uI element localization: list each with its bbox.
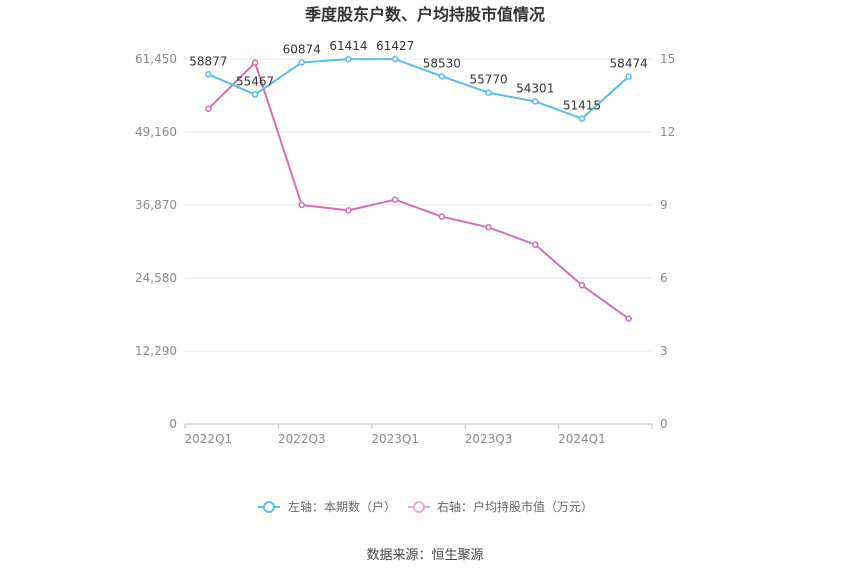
data-point[interactable] <box>485 89 492 96</box>
data-point[interactable] <box>345 55 352 63</box>
data-point[interactable] <box>251 59 259 66</box>
gridlines <box>185 58 652 425</box>
data-label: 58530 <box>423 56 461 70</box>
data-label: 61414 <box>329 39 367 53</box>
data-point[interactable] <box>205 71 212 78</box>
left-axis-tick-label: 36,870 <box>135 198 177 212</box>
right-axis-ticks: 0 3 6 9 12 15 <box>660 52 675 431</box>
right-axis-tick-label: 15 <box>660 52 675 66</box>
data-point[interactable] <box>391 196 399 203</box>
left-axis-tick-label: 12,290 <box>135 344 177 358</box>
data-point[interactable] <box>625 315 632 322</box>
left-axis-tick-label: 0 <box>169 417 177 431</box>
series-left: 58877 55467 60874 61414 61427 58530 55770 54301… <box>189 39 648 122</box>
left-axis-tick-label: 61,450 <box>135 52 177 66</box>
data-point[interactable] <box>625 73 632 80</box>
data-label: 61427 <box>376 39 414 53</box>
data-point[interactable] <box>438 73 446 80</box>
chart-title: 季度股东户数、户均持股市值情况 <box>304 5 545 24</box>
data-label: 54301 <box>516 81 554 95</box>
series-line <box>207 61 630 320</box>
right-axis-tick-label: 0 <box>660 417 668 431</box>
data-point[interactable] <box>532 241 539 248</box>
data-point[interactable] <box>578 115 586 122</box>
data-label: 60874 <box>283 42 321 56</box>
x-axis-ticks: 2022Q1 2022Q3 2023Q1 2023Q3 2024Q1 <box>184 424 653 446</box>
data-point[interactable] <box>251 91 259 98</box>
x-axis-tick-label: 2024Q1 <box>558 432 606 446</box>
data-label: 58877 <box>189 54 227 68</box>
data-point[interactable] <box>298 59 305 66</box>
data-label: 55770 <box>469 73 507 87</box>
right-axis-tick-label: 6 <box>660 271 668 285</box>
data-point[interactable] <box>345 207 352 214</box>
legend: 左轴：本期数（户） 右轴：户均持股市值（万元） <box>258 499 593 514</box>
x-axis-tick-label: 2023Q3 <box>465 432 513 446</box>
data-point[interactable] <box>205 105 212 113</box>
x-axis-tick-label: 2022Q1 <box>185 432 233 446</box>
data-point[interactable] <box>298 201 305 209</box>
data-point[interactable] <box>578 282 586 289</box>
left-axis-tick-label: 24,580 <box>135 271 177 285</box>
series-line <box>207 58 630 120</box>
left-axis-ticks: 0 12,290 24,580 36,870 49,160 61,450 <box>135 52 177 431</box>
data-label: 58474 <box>610 57 648 71</box>
right-axis-tick-label: 9 <box>660 198 668 212</box>
right-axis-tick-label: 12 <box>660 125 675 139</box>
right-axis-tick-label: 3 <box>660 344 668 358</box>
series-right <box>205 59 632 322</box>
legend-item-right[interactable]: 右轴：户均持股市值（万元） <box>408 499 593 514</box>
x-axis-tick-label: 2023Q1 <box>371 432 419 446</box>
source-note: 数据来源：恒生聚源 <box>366 548 483 563</box>
data-point[interactable] <box>532 98 539 105</box>
data-label: 55467 <box>236 75 274 89</box>
legend-label-right: 右轴：户均持股市值（万元） <box>437 499 593 514</box>
data-point[interactable] <box>391 55 399 63</box>
legend-marker-right <box>413 501 425 513</box>
legend-label-left: 左轴：本期数（户） <box>288 499 396 514</box>
x-axis-tick-label: 2022Q3 <box>278 432 326 446</box>
data-label: 51415 <box>563 99 601 113</box>
left-axis-tick-label: 49,160 <box>135 125 177 139</box>
data-point[interactable] <box>438 213 446 220</box>
legend-item-left[interactable]: 左轴：本期数（户） <box>258 499 396 514</box>
legend-marker-left <box>263 501 275 513</box>
data-point[interactable] <box>485 224 492 231</box>
